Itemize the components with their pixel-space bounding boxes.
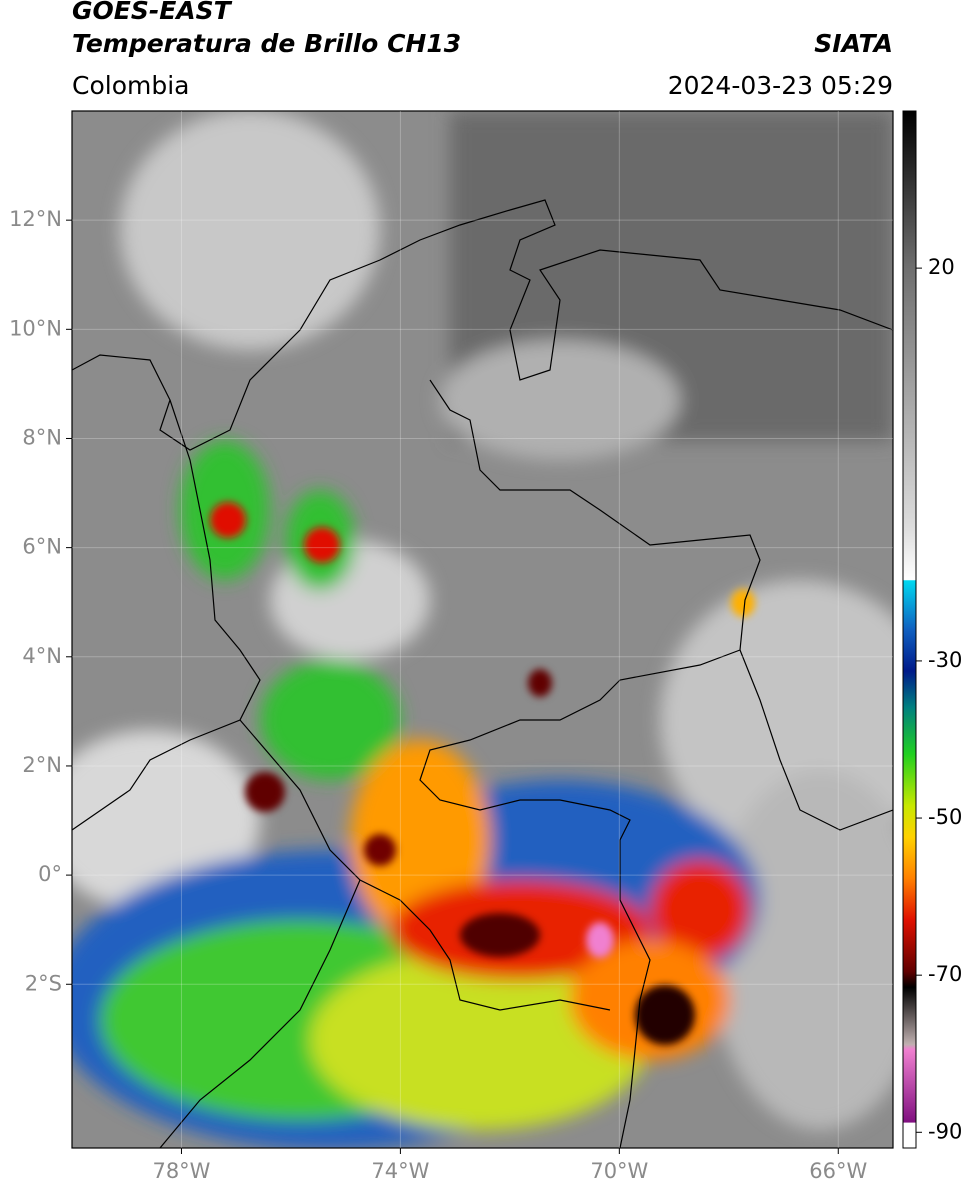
satellite-image xyxy=(72,111,893,1148)
satellite-name: GOES-EAST xyxy=(72,0,233,25)
colorbar-tick-label: -90 xyxy=(928,1119,962,1143)
y-tick-label: 0° xyxy=(38,862,62,886)
colorbar-tick-label: 20 xyxy=(928,255,955,279)
y-tick-label: 10°N xyxy=(9,316,62,340)
y-tick-label: 12°N xyxy=(9,207,62,231)
y-tick-label: 8°N xyxy=(22,425,62,449)
x-tick-label: 74°W xyxy=(371,1159,429,1183)
region: Colombia xyxy=(72,71,189,100)
y-tick-label: 4°N xyxy=(22,644,62,668)
x-tick-label: 66°W xyxy=(809,1159,867,1183)
y-tick-label: 2°S xyxy=(25,971,62,995)
x-tick-label: 70°W xyxy=(590,1159,648,1183)
timestamp: 2024-03-23 05:29 xyxy=(668,71,893,100)
source: SIATA xyxy=(814,29,893,58)
colorbar-tick-label: -70 xyxy=(928,962,962,986)
colorbar-tick-label: -50 xyxy=(928,805,962,829)
colorbar-tick-label: -30 xyxy=(928,648,962,672)
x-tick-label: 78°W xyxy=(152,1159,210,1183)
map-frame xyxy=(71,110,894,1149)
colorbar xyxy=(902,110,917,1149)
map-title: Temperatura de Brillo CH13 xyxy=(72,29,461,58)
y-tick-label: 6°N xyxy=(22,535,62,559)
y-tick-label: 2°N xyxy=(22,753,62,777)
